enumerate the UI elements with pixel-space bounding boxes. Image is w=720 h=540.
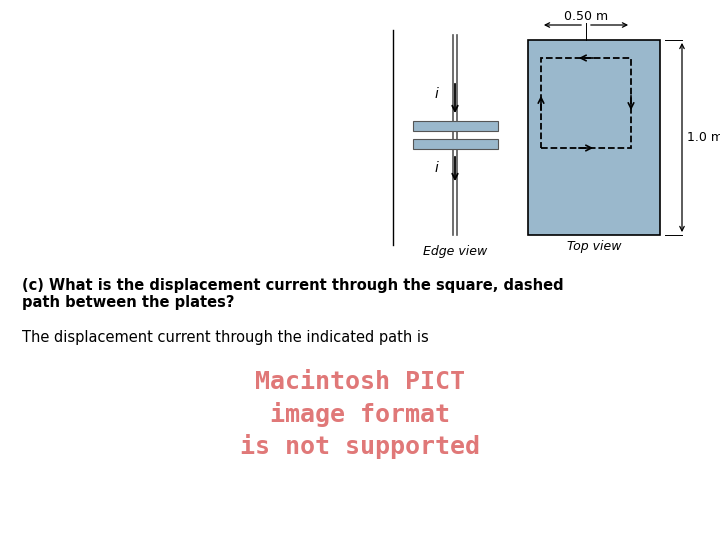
Text: path between the plates?: path between the plates? xyxy=(22,295,235,310)
Text: 1.0 m: 1.0 m xyxy=(687,131,720,144)
Bar xyxy=(541,58,631,148)
Text: $i$: $i$ xyxy=(434,159,440,174)
Text: $i$: $i$ xyxy=(434,85,440,100)
Text: image format: image format xyxy=(270,402,450,427)
Text: Top view: Top view xyxy=(567,240,621,253)
Bar xyxy=(413,139,498,149)
Text: is not supported: is not supported xyxy=(240,434,480,459)
Bar xyxy=(528,40,660,235)
Bar xyxy=(413,121,498,131)
Text: 0.50 m: 0.50 m xyxy=(564,10,608,23)
Text: The displacement current through the indicated path is: The displacement current through the ind… xyxy=(22,330,428,345)
Text: Macintosh PICT: Macintosh PICT xyxy=(255,370,465,394)
Text: (c) What is the displacement current through the square, dashed: (c) What is the displacement current thr… xyxy=(22,278,564,293)
Text: Edge view: Edge view xyxy=(423,245,487,258)
